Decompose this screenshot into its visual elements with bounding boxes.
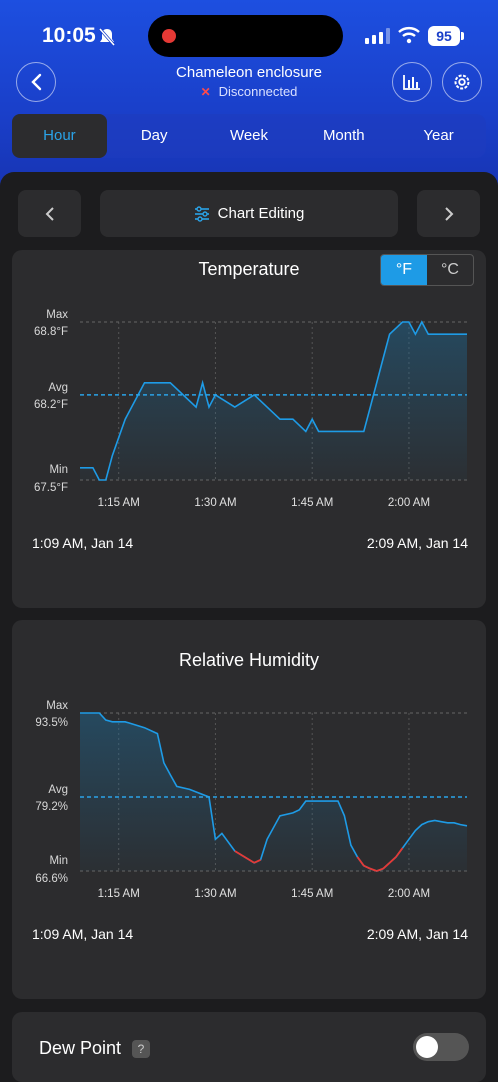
- bar-chart-icon: [403, 75, 420, 90]
- chart-area: [80, 713, 467, 871]
- back-button[interactable]: [16, 62, 56, 102]
- dynamic-island: [148, 15, 343, 57]
- series-line: [80, 320, 467, 481]
- wifi-icon: [398, 27, 420, 44]
- settings-button[interactable]: [442, 62, 482, 102]
- tab-day[interactable]: Day: [140, 127, 168, 144]
- y-value-min: 67.5°F: [34, 482, 68, 494]
- low-segment: [369, 867, 378, 872]
- tab-year[interactable]: Year: [423, 127, 454, 144]
- tab-hour[interactable]: Hour: [12, 114, 107, 158]
- low-segment: [388, 856, 397, 864]
- previous-period-button[interactable]: [18, 190, 81, 237]
- temperature-chart: 1:15 AM 1:30 AM 1:45 AM 2:00 AM Max 68.8°F Avg…: [34, 309, 467, 509]
- y-label-avg: Avg: [48, 784, 68, 796]
- low-segment: [376, 867, 384, 872]
- x-tick-label: 1:30 AM: [194, 497, 236, 509]
- chart-editing-button[interactable]: Chart Editing: [100, 190, 398, 237]
- bell-slash-icon: [98, 28, 116, 46]
- chart-editing-label: Chart Editing: [217, 205, 305, 222]
- battery-tip: [461, 32, 464, 40]
- recording-indicator: [162, 29, 176, 43]
- chevron-left-icon: [31, 73, 42, 91]
- range-end: 2:09 AM, Jan 14: [366, 535, 468, 551]
- gear-icon: [454, 74, 470, 90]
- y-label-max: Max: [46, 309, 68, 321]
- x-tick-label: 2:00 AM: [388, 888, 430, 900]
- low-segment: [395, 847, 404, 858]
- help-icon[interactable]: ?: [132, 1040, 150, 1058]
- x-tick-label: 1:45 AM: [291, 888, 333, 900]
- tab-month[interactable]: Month: [322, 127, 365, 144]
- chart-area: [80, 322, 467, 480]
- range-end: 2:09 AM, Jan 14: [366, 926, 468, 942]
- chevron-right-icon: [444, 206, 453, 221]
- chart-button[interactable]: [392, 62, 432, 102]
- range-start: 1:09 AM, Jan 14: [32, 926, 134, 942]
- x-icon: ✕: [200, 85, 211, 99]
- y-label-min: Min: [49, 464, 68, 476]
- dew-point-label: Dew Point: [39, 1038, 122, 1058]
- y-value-max: 68.8°F: [34, 326, 68, 338]
- chevron-left-icon: [45, 206, 54, 221]
- connection-status: ✕ Disconnected: [0, 84, 498, 99]
- unit-celsius[interactable]: °C: [441, 261, 459, 278]
- low-segment: [363, 864, 371, 870]
- x-tick-label: 2:00 AM: [388, 497, 430, 509]
- connection-status-text: Disconnected: [218, 84, 298, 99]
- temperature-card: Temperature °F °C 1:15 AM 1:30 AM 1:45 AM 2…: [12, 250, 486, 608]
- temperature-title: Temperature: [198, 259, 300, 279]
- low-segment: [234, 850, 255, 864]
- low-segment: [253, 859, 261, 864]
- y-value-max: 93.5%: [35, 717, 68, 729]
- x-tick-label: 1:15 AM: [98, 497, 140, 509]
- humidity-card: Relative Humidity 1:15 AM 1:30 AM 1:45 AM 2…: [12, 620, 486, 999]
- cellular-signal-icon: [365, 28, 390, 44]
- header: 10:05 95 Chameleon enclosure ✕ Disconnect…: [0, 0, 498, 190]
- toggle-knob: [416, 1036, 438, 1058]
- x-tick-label: 1:30 AM: [194, 888, 236, 900]
- unit-toggle: °F °C: [380, 254, 474, 286]
- dew-point-toggle[interactable]: [413, 1033, 469, 1061]
- y-label-max: Max: [46, 700, 68, 712]
- tab-week[interactable]: Week: [229, 127, 269, 144]
- next-period-button[interactable]: [417, 190, 480, 237]
- x-tick-label: 1:15 AM: [98, 888, 140, 900]
- device-title: Chameleon enclosure: [176, 64, 322, 81]
- series-line: [80, 712, 468, 872]
- y-value-min: 66.6%: [35, 873, 68, 885]
- range-start: 1:09 AM, Jan 14: [32, 535, 134, 551]
- low-segment: [356, 856, 365, 867]
- y-value-avg: 79.2%: [35, 801, 68, 813]
- sliders-icon: [194, 205, 209, 222]
- y-label-min: Min: [49, 855, 68, 867]
- y-label-avg: Avg: [48, 382, 68, 394]
- status-time: 10:05: [42, 24, 96, 47]
- period-tabs: Hour Day Week Month Year: [12, 114, 486, 158]
- battery-indicator: 95: [428, 26, 460, 46]
- humidity-chart: 1:15 AM 1:30 AM 1:45 AM 2:00 AM Max 93.5% Avg 7…: [35, 700, 468, 900]
- unit-fahrenheit[interactable]: °F: [381, 255, 427, 285]
- humidity-title: Relative Humidity: [178, 650, 320, 670]
- dew-point-card: Dew Point ?: [12, 1012, 486, 1082]
- y-value-avg: 68.2°F: [34, 399, 68, 411]
- x-tick-label: 1:45 AM: [291, 497, 333, 509]
- low-segment: [382, 862, 391, 870]
